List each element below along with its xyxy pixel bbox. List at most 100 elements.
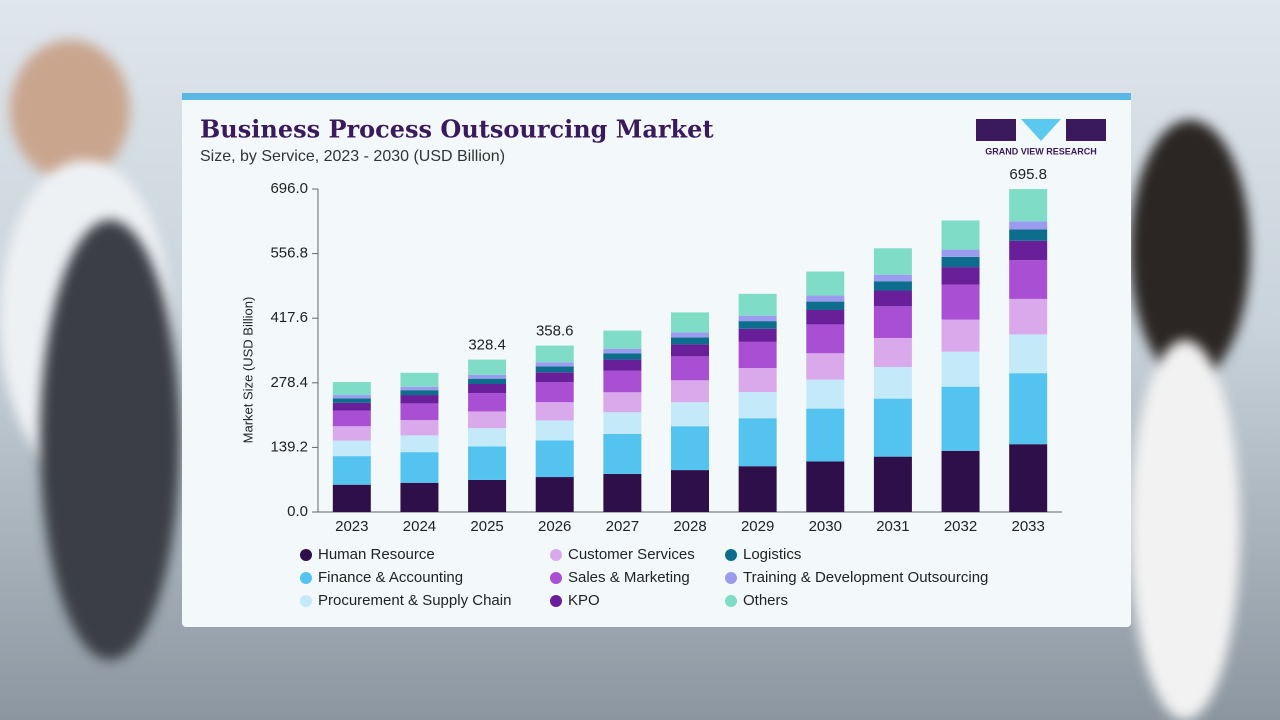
x-tick-label: 2025 <box>470 518 503 535</box>
bar-segment <box>535 362 574 367</box>
y-tick-label: 0.0 <box>287 503 308 520</box>
bar-segment <box>468 359 507 375</box>
bar-segment <box>806 301 845 310</box>
legend-label: Customer Services <box>568 546 695 563</box>
bar-segment <box>941 284 980 320</box>
bar-segment <box>332 395 371 399</box>
x-tick-label: 2024 <box>403 518 436 535</box>
y-tick-label: 417.6 <box>270 309 308 326</box>
bar-segment <box>873 306 912 338</box>
x-tick-label: 2029 <box>741 518 774 535</box>
bar-segment <box>941 249 980 257</box>
bar-segment <box>400 372 439 387</box>
bar-segment <box>332 398 371 403</box>
total-label: 328.4 <box>468 337 506 354</box>
x-tick-label: 2028 <box>673 518 706 535</box>
bar-segment <box>535 477 574 512</box>
bar-segment <box>400 420 439 436</box>
bar-segment <box>1009 260 1048 299</box>
bar-segment <box>400 386 439 391</box>
x-tick-label: 2026 <box>538 518 571 535</box>
bar-segment <box>400 435 439 453</box>
bar-segment <box>1009 334 1048 374</box>
bar-segment <box>806 295 845 302</box>
total-label: 358.6 <box>536 323 574 340</box>
bar-segment <box>806 461 845 512</box>
bar-segment <box>671 332 709 338</box>
bar-segment <box>941 319 980 352</box>
bar-segment <box>806 271 845 296</box>
legend-marker <box>550 549 562 561</box>
bar-segment <box>738 315 777 322</box>
legend-marker <box>725 572 737 584</box>
legend-marker <box>550 595 562 607</box>
x-tick-label: 2027 <box>606 518 639 535</box>
bar-segment <box>671 402 709 427</box>
bar-segment <box>671 312 709 333</box>
y-axis-label: Market Size (USD Billion) <box>240 297 255 444</box>
bar-segment <box>873 290 912 307</box>
bar-segment <box>535 372 574 383</box>
bar-segment <box>332 410 371 427</box>
legend-label: Training & Development Outsourcing <box>743 569 988 586</box>
bar-segment <box>535 345 574 363</box>
bar-segment <box>468 384 507 394</box>
bar-segment <box>400 390 439 396</box>
legend-marker <box>300 549 312 561</box>
bar-segment <box>671 344 709 357</box>
bar-segment <box>332 484 371 512</box>
bar-segment <box>1009 221 1048 230</box>
bar-segment <box>671 426 709 471</box>
bar-segment <box>1009 444 1048 512</box>
bar-segment <box>535 382 574 403</box>
bar-segment <box>738 293 777 316</box>
legend-label: Logistics <box>743 546 801 563</box>
bar-segment <box>873 281 912 291</box>
bar-segment <box>671 470 709 512</box>
bar-segment <box>603 330 642 349</box>
x-tick-label: 2023 <box>335 518 368 535</box>
bar-segment <box>738 368 777 393</box>
bar-segment <box>941 450 980 512</box>
bar-segment <box>941 220 980 250</box>
bar-segment <box>332 456 371 485</box>
bar-segment <box>400 482 439 512</box>
bar-segment <box>738 418 777 467</box>
bar-segment <box>671 380 709 403</box>
legend-marker <box>300 572 312 584</box>
bar-segment <box>1009 373 1048 445</box>
bar-segment <box>873 337 912 367</box>
bar-segment <box>873 398 912 457</box>
bar-segment <box>535 402 574 421</box>
y-tick-label: 139.2 <box>270 438 308 455</box>
bar-segment <box>603 433 642 474</box>
bg-chair <box>40 220 180 660</box>
bar-segment <box>603 348 642 354</box>
legend-marker <box>725 549 737 561</box>
bar-segment <box>738 328 777 342</box>
bar-segment <box>738 466 777 512</box>
total-label: 695.8 <box>1009 166 1047 183</box>
legend-label: Procurement & Supply Chain <box>318 592 511 609</box>
bar-segment <box>738 321 777 329</box>
bar-segment <box>400 452 439 483</box>
legend-marker <box>725 595 737 607</box>
bg-person <box>10 40 130 180</box>
bar-segment <box>873 456 912 512</box>
bar-segment <box>603 412 642 434</box>
logo-shape <box>976 119 1016 141</box>
legend-marker <box>300 595 312 607</box>
y-tick-label: 278.4 <box>270 374 308 391</box>
bar-segment <box>535 420 574 441</box>
bar-segment <box>535 440 574 478</box>
bar-segment <box>332 382 371 396</box>
bar-segment <box>603 473 642 512</box>
bg-person <box>1130 120 1250 380</box>
bar-segment <box>873 248 912 275</box>
bar-segment <box>468 374 507 379</box>
logo-shape <box>1021 119 1061 141</box>
bar-segment <box>603 392 642 413</box>
bar-segment <box>671 356 709 381</box>
